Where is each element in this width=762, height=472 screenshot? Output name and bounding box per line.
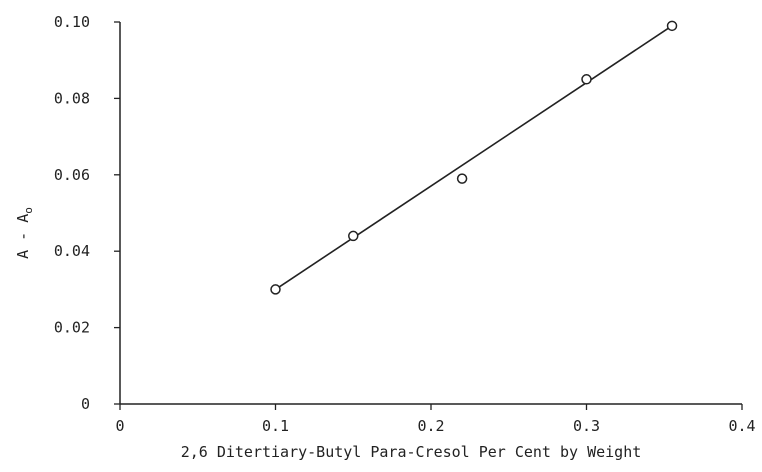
data-points bbox=[270, 20, 678, 295]
x-tick-label: 0 bbox=[115, 417, 124, 435]
x-axis-label: 2,6 Ditertiary-Butyl Para-Cresol Per Cen… bbox=[181, 443, 642, 461]
fit-line-group bbox=[275, 25, 673, 291]
x-tick-label: 0.1 bbox=[262, 417, 289, 435]
data-point bbox=[270, 284, 281, 295]
y-tick-label: 0.02 bbox=[54, 319, 90, 337]
y-tick-label: 0.06 bbox=[54, 166, 90, 184]
y-ticks: 0 0.02 0.04 0.06 0.08 0.10 bbox=[54, 13, 120, 413]
x-tick-label: 0.4 bbox=[728, 417, 755, 435]
y-axis-label: A - Ao bbox=[14, 207, 35, 259]
data-point bbox=[456, 173, 468, 184]
y-axis-label-main: A - A bbox=[14, 214, 32, 259]
x-tick-label: 0.3 bbox=[573, 417, 600, 435]
y-tick-label: 0.04 bbox=[54, 242, 90, 260]
data-point bbox=[348, 230, 359, 242]
axes bbox=[119, 22, 742, 405]
data-point bbox=[581, 74, 592, 85]
data-point bbox=[666, 20, 678, 32]
x-ticks: 0 0.1 0.2 0.3 0.4 bbox=[115, 404, 756, 435]
y-tick-label: 0 bbox=[81, 395, 90, 413]
fit-line bbox=[275, 25, 673, 291]
y-axis-label-subscript: o bbox=[22, 207, 35, 214]
y-tick-label: 0.08 bbox=[54, 89, 90, 107]
x-tick-label: 0.2 bbox=[417, 417, 444, 435]
y-tick-label: 0.10 bbox=[54, 13, 90, 31]
